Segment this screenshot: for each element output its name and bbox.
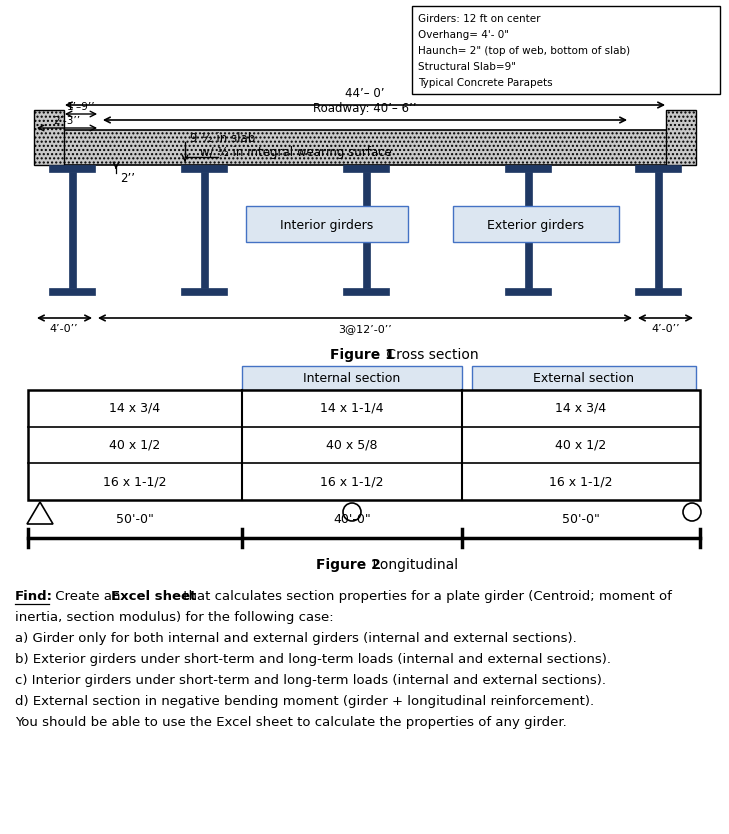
Text: Find:: Find:	[15, 590, 53, 603]
Bar	[69, 172, 76, 288]
Text: You should be able to use the Excel sheet to calculate the properties of any gir: You should be able to use the Excel shee…	[15, 716, 566, 729]
Bar	[49, 288, 95, 295]
Bar	[635, 288, 681, 295]
Bar	[505, 288, 551, 295]
Text: Figure 2: Figure 2	[316, 558, 381, 572]
Bar	[49, 165, 95, 172]
Text: 40 x 1/2: 40 x 1/2	[109, 439, 160, 451]
Text: 3@12’-0’’: 3@12’-0’’	[338, 324, 392, 334]
Text: Longitudinal: Longitudinal	[368, 558, 458, 572]
Text: Internal section: Internal section	[303, 371, 401, 384]
Text: 16 x 1-1/2: 16 x 1-1/2	[104, 475, 167, 488]
Text: Typical Concrete Parapets: Typical Concrete Parapets	[418, 78, 553, 88]
Text: Roadway: 40’– 6’’: Roadway: 40’– 6’’	[313, 102, 417, 115]
Text: 40 x 5/8: 40 x 5/8	[327, 439, 378, 451]
Text: Exterior girders: Exterior girders	[488, 219, 585, 232]
Text: inertia, section modulus) for the following case:: inertia, section modulus) for the follow…	[15, 611, 334, 624]
Bar	[201, 172, 208, 288]
Text: 16 x 1-1/2: 16 x 1-1/2	[549, 475, 613, 488]
Bar	[412, 6, 720, 94]
Bar	[505, 165, 551, 172]
FancyBboxPatch shape	[246, 206, 408, 242]
Bar	[34, 110, 64, 165]
Text: a) Girder only for both internal and external girders (internal and external sec: a) Girder only for both internal and ext…	[15, 632, 577, 645]
Bar	[28, 390, 700, 500]
FancyBboxPatch shape	[472, 366, 696, 390]
Text: 44’– 0’: 44’– 0’	[346, 87, 385, 100]
Text: 50'-0": 50'-0"	[562, 513, 600, 526]
Text: 1’–9’’: 1’–9’’	[66, 102, 95, 112]
Text: w/ ½ in integral wearing surface: w/ ½ in integral wearing surface	[200, 145, 391, 158]
Text: Create an: Create an	[51, 590, 125, 603]
Text: Figure 1: Figure 1	[330, 348, 395, 362]
Bar	[363, 172, 370, 288]
Text: External section: External section	[534, 371, 634, 384]
Text: 14 x 1-1/4: 14 x 1-1/4	[320, 402, 383, 414]
FancyBboxPatch shape	[453, 206, 619, 242]
Text: d) External section in negative bending moment (girder + longitudinal reinforcem: d) External section in negative bending …	[15, 695, 594, 708]
Text: 9 ½ in slab: 9 ½ in slab	[190, 132, 255, 144]
Text: that calculates section properties for a plate girder (Centroid; moment of: that calculates section properties for a…	[179, 590, 672, 603]
Text: Structural Slab=9": Structural Slab=9"	[418, 62, 516, 72]
Bar	[62, 130, 668, 165]
Bar	[525, 172, 532, 288]
Text: 16 x 1-1/2: 16 x 1-1/2	[320, 475, 383, 488]
Bar	[666, 110, 696, 165]
Bar	[635, 165, 681, 172]
Text: Interior girders: Interior girders	[281, 219, 374, 232]
Text: 40'-0": 40'-0"	[333, 513, 371, 526]
Bar	[655, 172, 662, 288]
Text: 14 x 3/4: 14 x 3/4	[109, 402, 160, 414]
Bar	[343, 165, 389, 172]
Bar	[181, 165, 227, 172]
Polygon shape	[27, 502, 53, 524]
Text: 40 x 1/2: 40 x 1/2	[555, 439, 607, 451]
Text: 50'-0": 50'-0"	[116, 513, 154, 526]
Text: b) Exterior girders under short-term and long-term loads (internal and external : b) Exterior girders under short-term and…	[15, 653, 611, 666]
Text: 2’’: 2’’	[120, 172, 135, 184]
Text: Excel sheet: Excel sheet	[111, 590, 196, 603]
FancyBboxPatch shape	[242, 366, 462, 390]
Bar	[343, 288, 389, 295]
Text: Haunch= 2" (top of web, bottom of slab): Haunch= 2" (top of web, bottom of slab)	[418, 46, 630, 56]
Text: 14 x 3/4: 14 x 3/4	[555, 402, 607, 414]
Bar	[181, 288, 227, 295]
Text: 2’-3’’: 2’-3’’	[53, 116, 81, 126]
Circle shape	[343, 503, 361, 521]
Circle shape	[683, 503, 701, 521]
Text: Cross section: Cross section	[382, 348, 479, 362]
Text: c) Interior girders under short-term and long-term loads (internal and external : c) Interior girders under short-term and…	[15, 674, 606, 687]
Text: Overhang= 4'- 0": Overhang= 4'- 0"	[418, 30, 509, 40]
Text: 4’-0’’: 4’-0’’	[50, 324, 78, 334]
Text: 4’-0’’: 4’-0’’	[651, 324, 680, 334]
Text: Girders: 12 ft on center: Girders: 12 ft on center	[418, 14, 540, 24]
